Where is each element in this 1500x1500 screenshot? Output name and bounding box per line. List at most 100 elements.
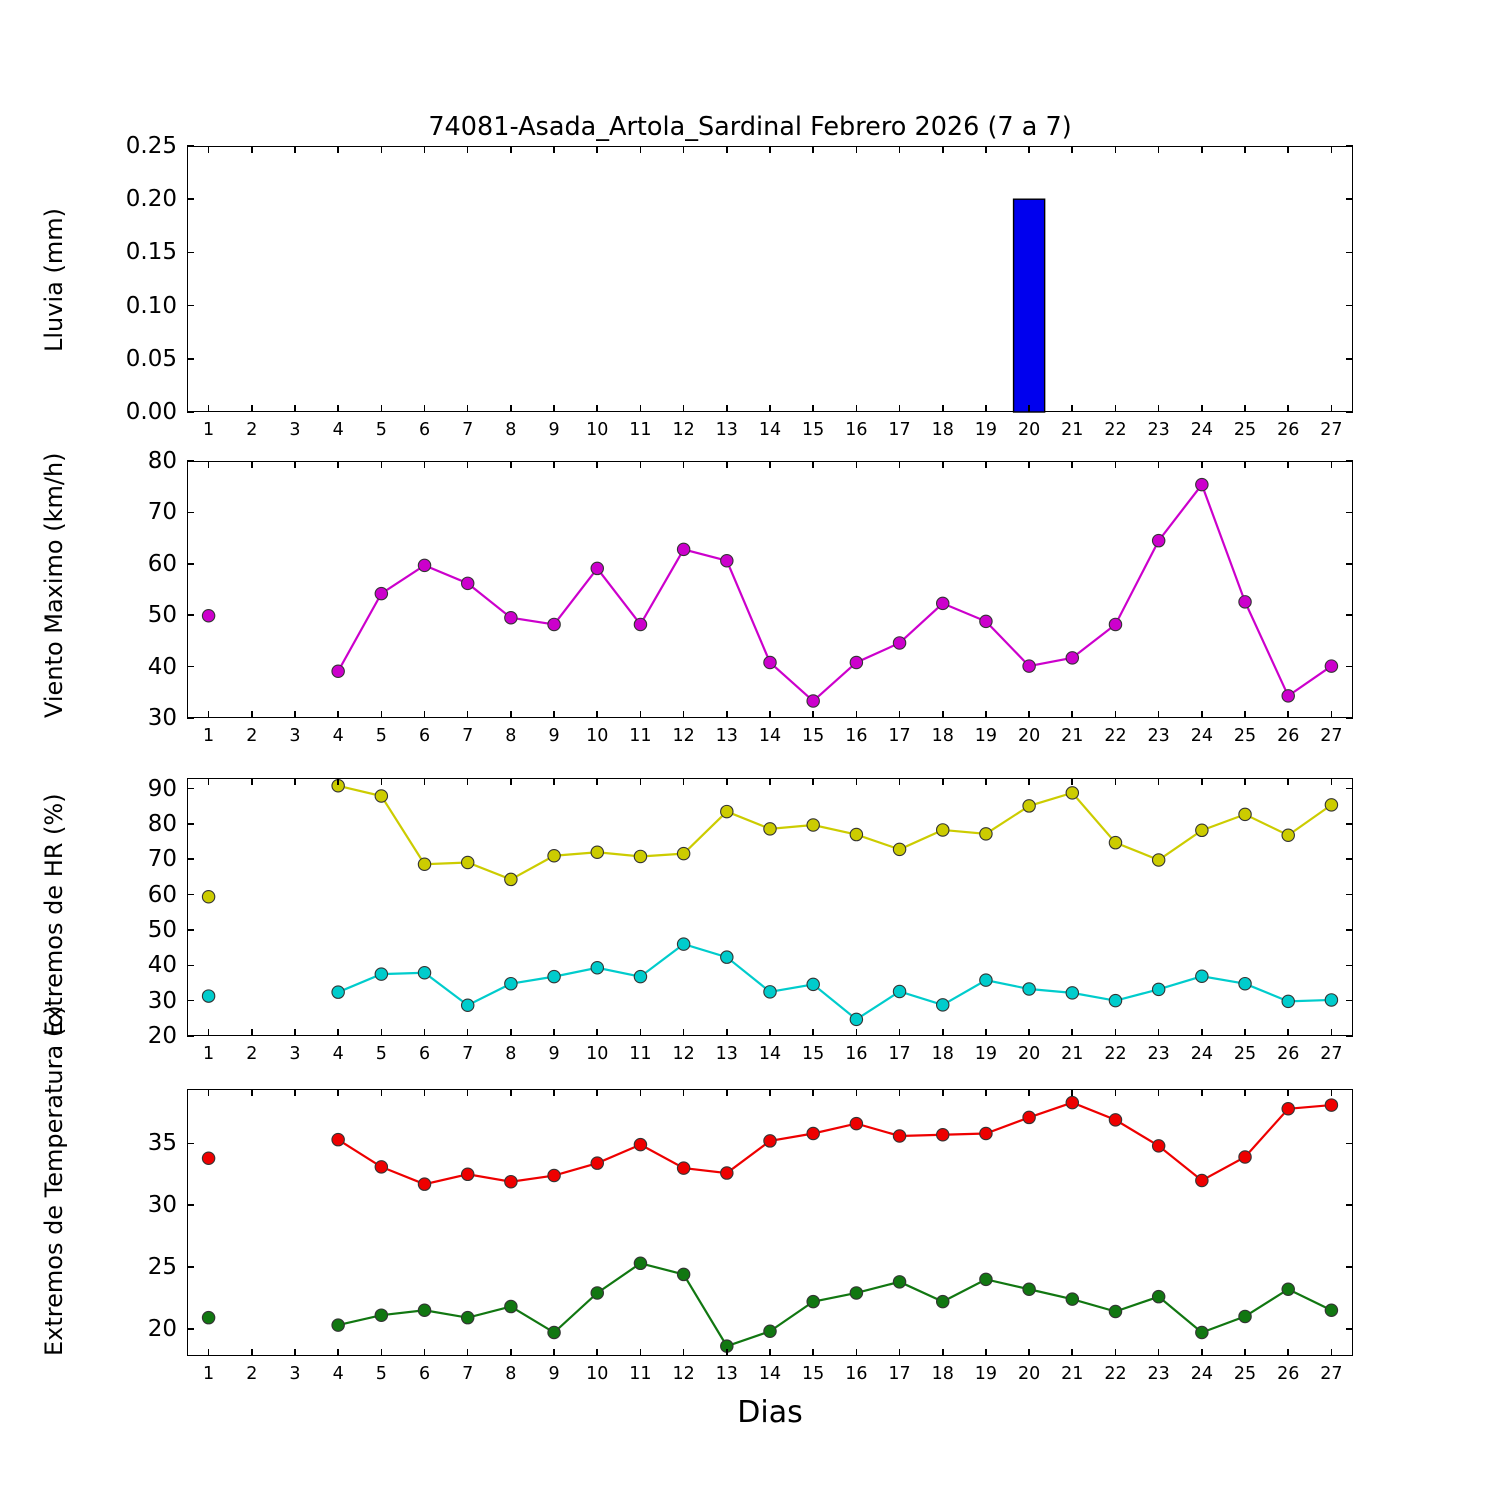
x-tick-mark (1244, 461, 1246, 468)
y-tick-mark (187, 251, 194, 254)
data-point-marker (1195, 823, 1209, 838)
x-tick-mark (898, 1089, 901, 1096)
x-tick-mark (1071, 1029, 1074, 1036)
x-tick-mark (380, 711, 383, 718)
y-tick-mark (187, 823, 194, 825)
y-tick-label: 0.25 (125, 133, 177, 159)
x-tick-mark (1028, 1089, 1030, 1096)
x-tick-mark (812, 1349, 814, 1356)
x-tick-mark (1157, 1029, 1160, 1036)
x-tick-label: 5 (375, 726, 387, 746)
x-tick-label: 25 (1233, 1044, 1257, 1064)
x-tick-mark (1287, 1089, 1290, 1096)
x-tick-mark (596, 405, 599, 412)
x-tick-mark (207, 405, 210, 412)
x-tick-mark (510, 1349, 512, 1356)
x-tick-label: 13 (715, 1364, 738, 1384)
x-tick-mark (1244, 1089, 1246, 1096)
x-tick-mark (1244, 711, 1246, 718)
x-tick-mark (1201, 778, 1203, 785)
x-tick-mark (1330, 711, 1333, 718)
data-point-marker (763, 1134, 777, 1148)
x-tick-mark (294, 146, 296, 153)
data-point-marker (979, 973, 993, 987)
data-point-marker (1281, 828, 1295, 843)
x-tick-mark (898, 778, 901, 785)
x-tick-mark (941, 778, 944, 785)
data-point-marker (633, 849, 648, 864)
x-tick-label: 19 (974, 420, 998, 440)
plot-area-lluvia (187, 146, 1353, 412)
data-point-marker (1108, 1304, 1123, 1319)
y-tick-label: 70 (147, 846, 177, 873)
x-tick-label: 6 (418, 1364, 431, 1384)
data-point-marker (1324, 659, 1339, 673)
x-tick-label: 2 (246, 726, 258, 746)
panel-temperatura (187, 1089, 1353, 1356)
y-tick-mark (187, 460, 194, 462)
x-tick-mark (941, 711, 944, 718)
x-tick-mark (1071, 146, 1074, 153)
x-tick-mark (985, 1089, 987, 1096)
data-point-marker (1151, 533, 1166, 548)
x-tick-mark (682, 711, 685, 718)
x-tick-label: 17 (888, 726, 911, 746)
x-tick-mark (250, 1349, 253, 1356)
x-tick-mark (1201, 711, 1203, 718)
x-tick-mark (682, 778, 685, 785)
x-tick-label: 22 (1104, 1044, 1127, 1064)
x-tick-mark (553, 461, 555, 468)
y-tick-label: 40 (147, 653, 177, 680)
x-tick-mark (250, 146, 253, 153)
y-tick-mark (187, 304, 194, 307)
data-point-marker (590, 845, 605, 859)
y-tick-mark (187, 665, 194, 668)
data-point-marker (201, 989, 216, 1003)
data-point-marker (892, 1275, 907, 1289)
x-tick-mark (1201, 461, 1203, 468)
x-tick-label: 13 (715, 1044, 738, 1064)
data-point-marker (676, 542, 691, 557)
x-tick-mark (812, 405, 814, 412)
panel-viento (187, 461, 1353, 718)
y-tick-mark (187, 929, 194, 931)
x-tick-mark (682, 405, 685, 412)
x-tick-mark (812, 1029, 814, 1036)
data-point-marker (1022, 982, 1036, 996)
data-point-marker (417, 1177, 432, 1191)
x-tick-mark (682, 1089, 685, 1096)
data-point-marker (1281, 1282, 1295, 1297)
x-tick-label: 22 (1104, 420, 1127, 440)
x-tick-mark (466, 1089, 469, 1096)
data-point-marker (1324, 1098, 1339, 1112)
data-point-marker (590, 1156, 605, 1170)
data-point-marker (1108, 835, 1123, 850)
x-tick-mark (941, 405, 944, 412)
data-point-marker (806, 1126, 820, 1141)
x-tick-label: 3 (289, 1044, 301, 1064)
x-tick-label: 4 (332, 726, 344, 746)
x-tick-label: 8 (505, 1044, 517, 1064)
data-point-marker (676, 846, 691, 861)
x-tick-mark (1028, 778, 1030, 785)
y-tick-label: 40 (147, 952, 177, 979)
x-tick-mark (812, 711, 814, 718)
x-tick-mark (1071, 1349, 1074, 1356)
x-tick-mark (941, 146, 944, 153)
x-tick-mark (380, 1029, 383, 1036)
x-tick-mark (337, 778, 339, 785)
x-tick-label: 21 (1061, 1044, 1084, 1064)
x-tick-label: 19 (974, 1364, 998, 1384)
y-tick-mark (187, 787, 194, 790)
x-tick-mark (855, 461, 858, 468)
data-point-marker (979, 614, 993, 629)
x-tick-label: 20 (1017, 1044, 1041, 1064)
data-point-marker (1065, 1095, 1080, 1110)
x-tick-label: 1 (203, 1364, 215, 1384)
x-tick-mark (769, 405, 771, 412)
rain-bar (1012, 198, 1046, 413)
x-tick-mark (337, 1349, 339, 1356)
x-tick-mark (726, 1089, 728, 1096)
y-tick-label: 0.20 (125, 186, 177, 213)
x-tick-mark (1244, 1349, 1246, 1356)
